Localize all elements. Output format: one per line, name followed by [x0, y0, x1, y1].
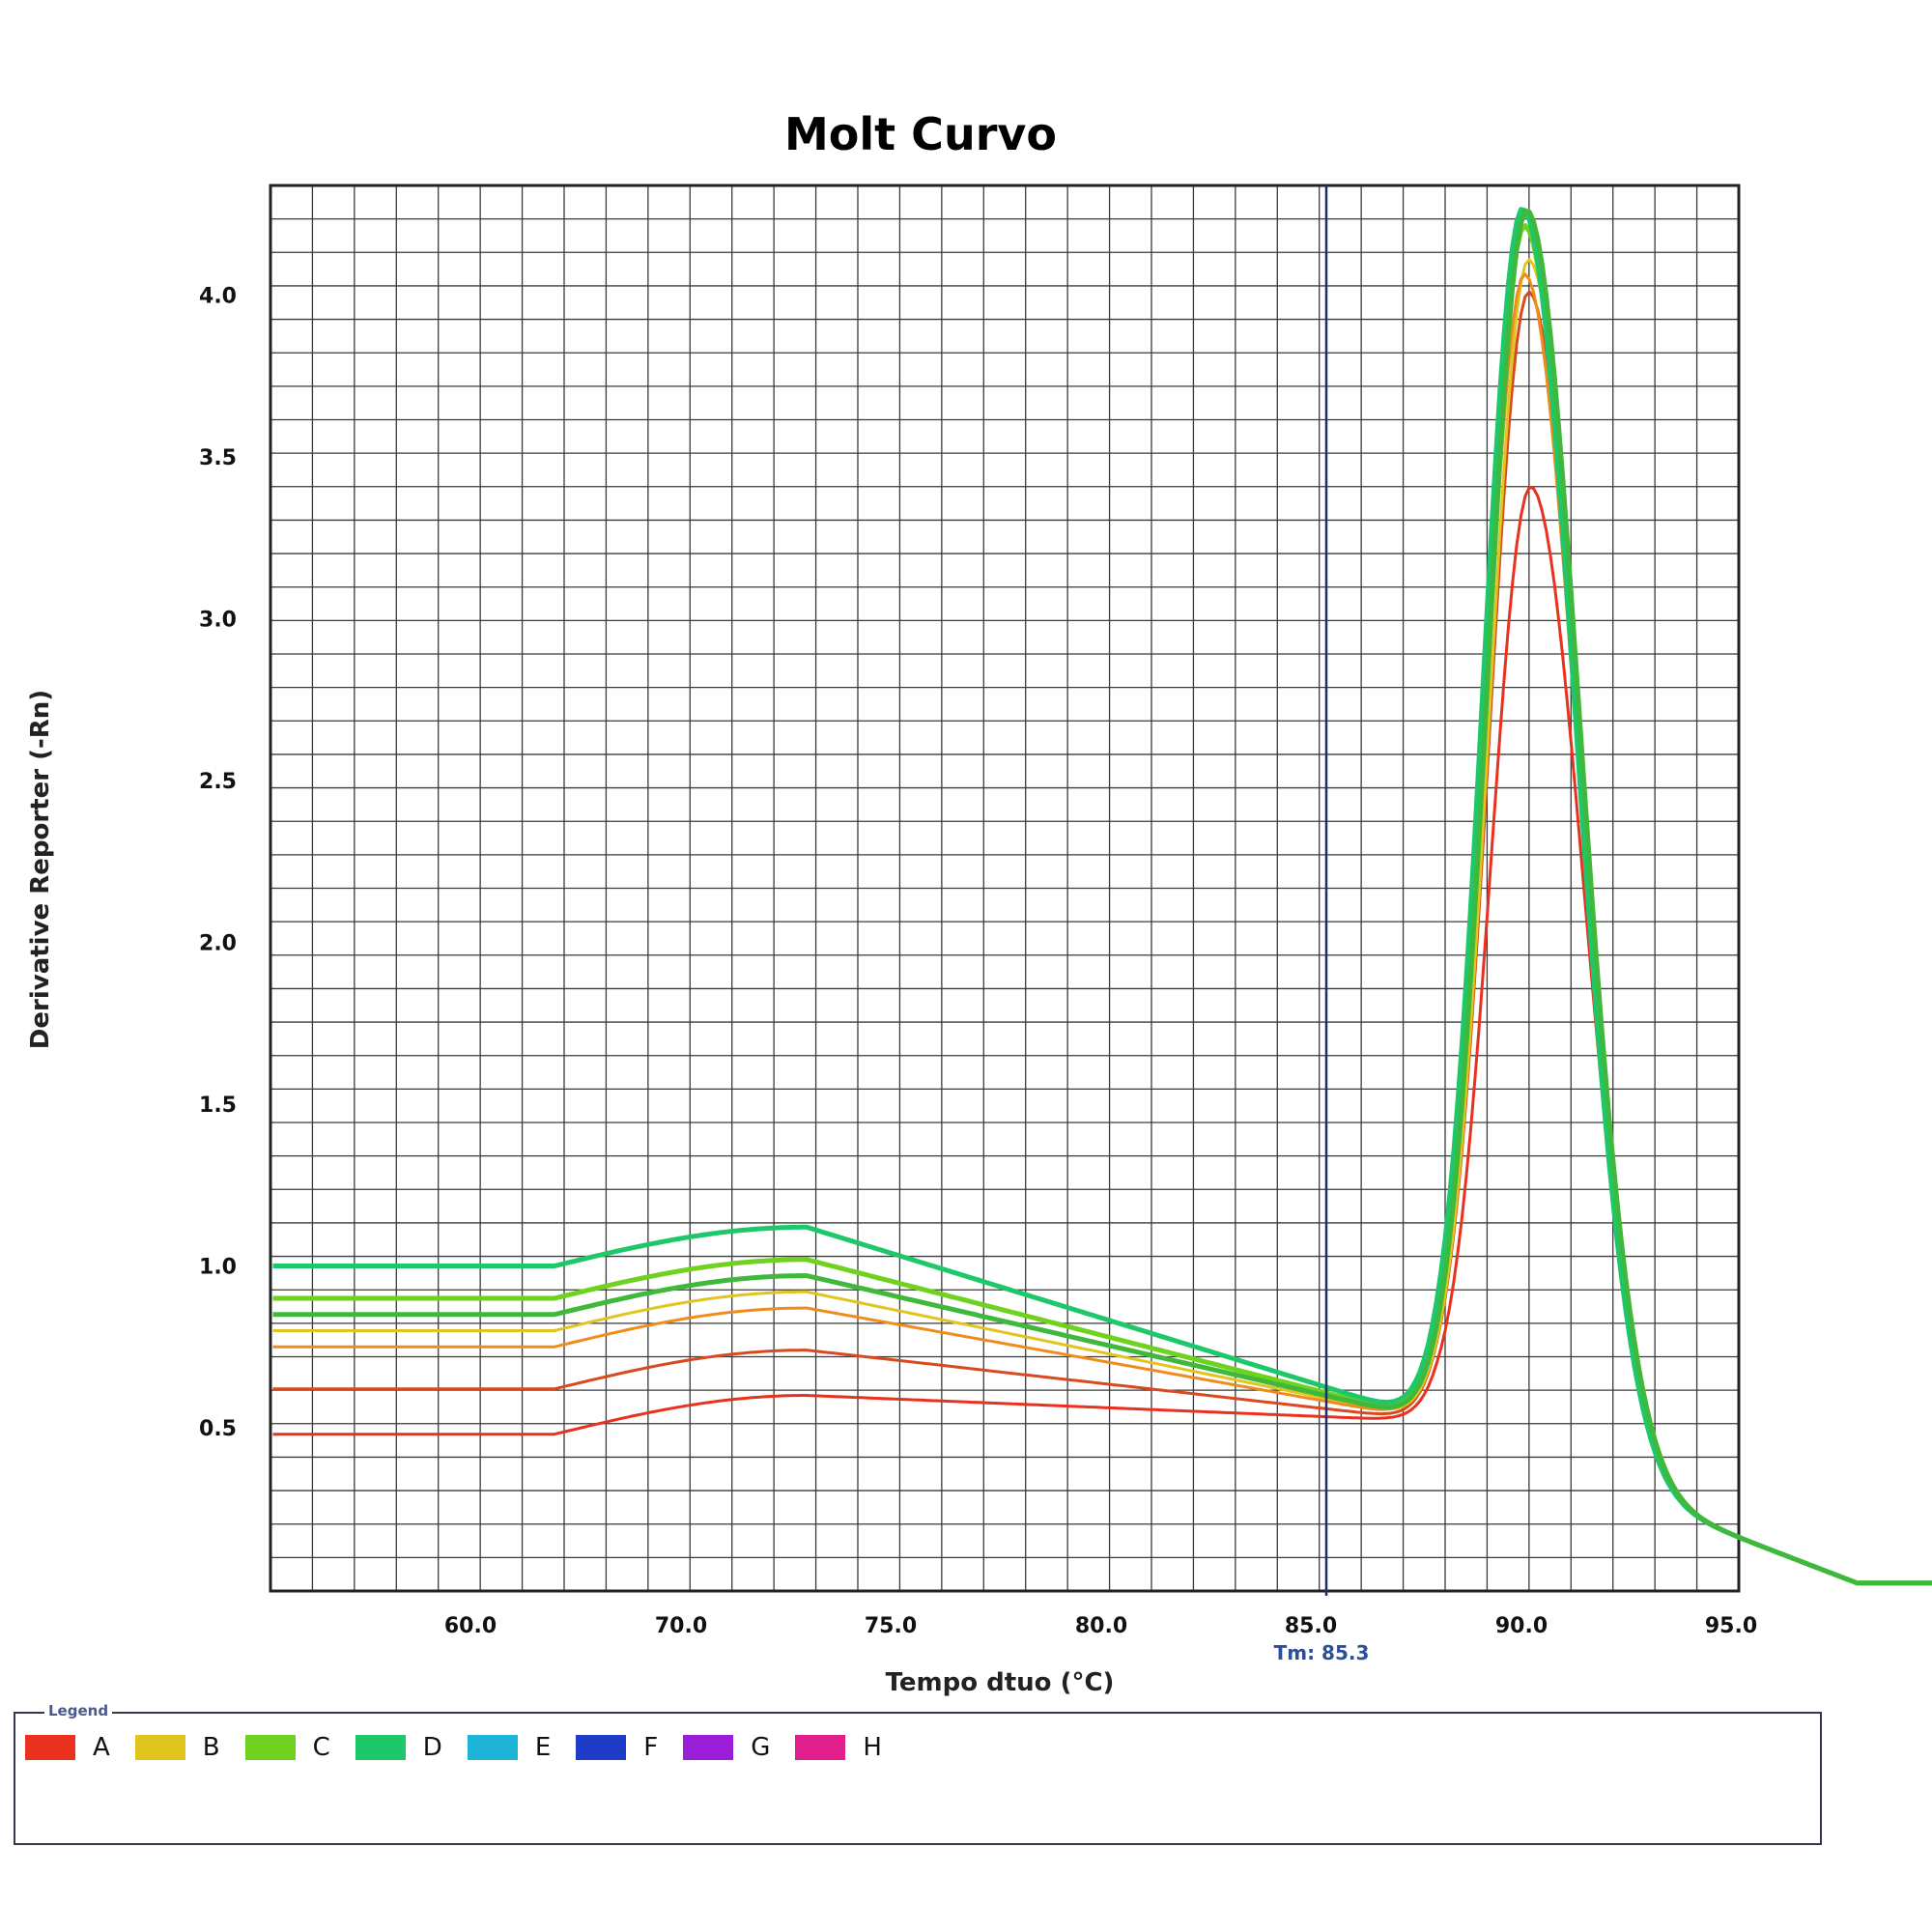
- legend-label: D: [422, 1733, 442, 1762]
- legend-label: A: [93, 1733, 110, 1762]
- plot-area-border: [269, 184, 1741, 1593]
- x-tick-label: 80.0: [1075, 1614, 1127, 1638]
- legend-item: B: [134, 1733, 220, 1762]
- legend-label: E: [534, 1733, 552, 1762]
- legend-item: D: [355, 1733, 442, 1762]
- legend-item: E: [467, 1733, 552, 1762]
- legend-swatch: [25, 1735, 75, 1760]
- y-tick-label: 3.0: [199, 609, 237, 633]
- y-tick-label: 0.5: [199, 1417, 237, 1441]
- x-axis-label: Tempo dtuo (°C): [886, 1668, 1115, 1697]
- x-tick-label: 90.0: [1495, 1614, 1548, 1638]
- legend-swatch: [576, 1735, 627, 1760]
- y-tick-labels: 4.0 3.5 3.0 2.5 2.0 1.5 1.0 0.5: [199, 285, 237, 1442]
- legend-label: H: [863, 1733, 882, 1762]
- legend-swatch: [683, 1735, 734, 1760]
- y-axis-label: Derivative Reporter (-Rn): [26, 690, 55, 1049]
- legend-label: F: [643, 1733, 659, 1762]
- x-tick-label: 85.0: [1285, 1614, 1337, 1638]
- x-tick-label: 95.0: [1705, 1614, 1757, 1638]
- legend-label: G: [751, 1733, 771, 1762]
- series-layer: [272, 207, 1932, 1586]
- legend-label: B: [202, 1733, 220, 1762]
- legend-item: H: [795, 1733, 882, 1762]
- y-tick-label: 1.5: [199, 1094, 237, 1118]
- y-tick-label: 2.5: [199, 770, 237, 794]
- tm-label: Tm: 85.3: [1274, 1641, 1370, 1664]
- legend-swatch: [244, 1735, 296, 1760]
- chart-title: Molt Curvo: [784, 108, 1057, 160]
- y-tick-label: 3.5: [199, 446, 237, 470]
- legend-title: Legend: [44, 1702, 113, 1719]
- legend-box: Legend A B C D E F G H: [14, 1702, 1822, 1845]
- legend-item: F: [576, 1733, 658, 1762]
- legend-item: C: [244, 1733, 330, 1762]
- x-tick-label: 75.0: [865, 1614, 917, 1638]
- legend-swatch: [467, 1735, 518, 1760]
- y-tick-label: 1.0: [199, 1256, 237, 1280]
- y-tick-label: 2.0: [199, 932, 237, 956]
- x-tick-labels: 60.0 70.0 75.0 80.0 85.0 90.0 95.0: [444, 1614, 1757, 1638]
- legend-items: A B C D E F G H: [25, 1733, 907, 1762]
- legend-label: C: [312, 1733, 330, 1762]
- melt-curve-series-7: [272, 209, 1932, 1586]
- legend-swatch: [134, 1735, 185, 1760]
- grid-lines: [270, 185, 1739, 1591]
- y-tick-label: 4.0: [199, 285, 237, 309]
- legend-item: A: [25, 1733, 110, 1762]
- x-tick-label: 70.0: [655, 1614, 707, 1638]
- legend-item: G: [683, 1733, 770, 1762]
- legend-swatch: [795, 1735, 846, 1760]
- legend-swatch: [355, 1735, 406, 1760]
- x-tick-label: 60.0: [444, 1614, 497, 1638]
